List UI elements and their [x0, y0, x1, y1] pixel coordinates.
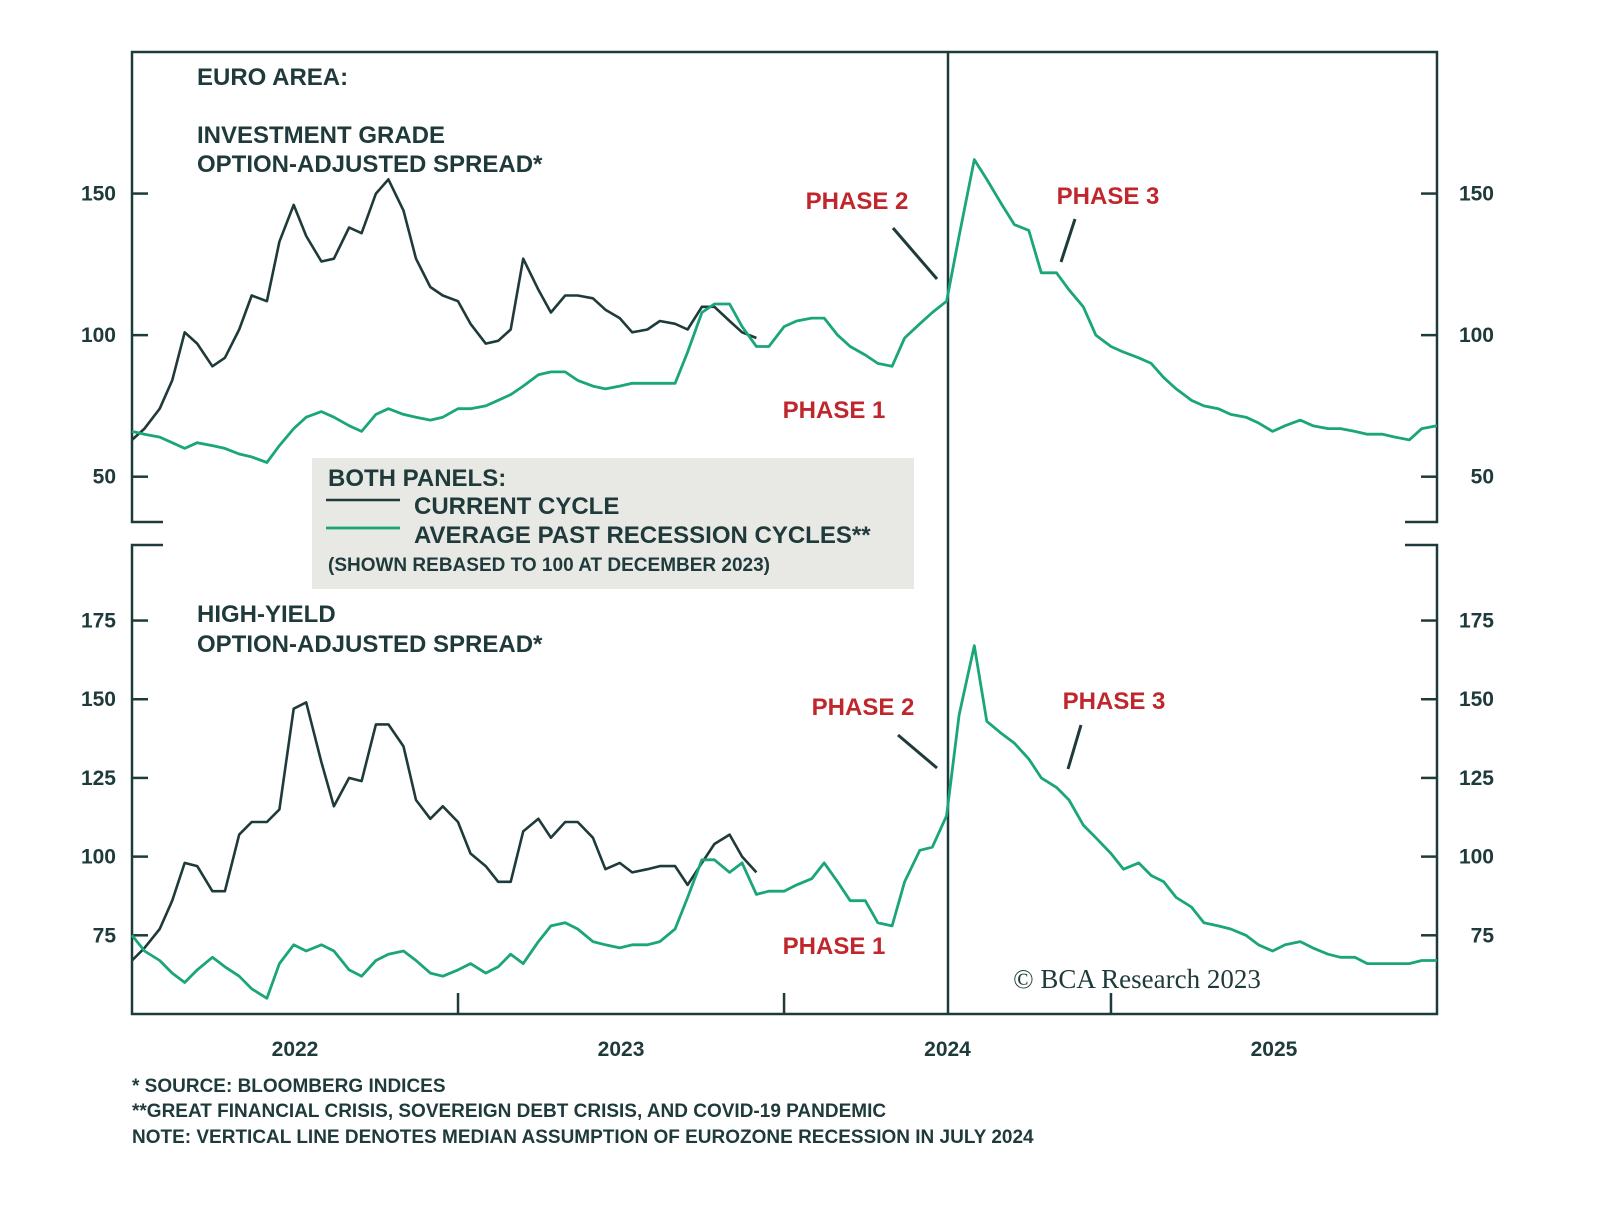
top-phase3-pointer — [1059, 218, 1077, 263]
y-tick-label-right: 150 — [1459, 688, 1494, 711]
current-cycle-line-ig — [131, 178, 757, 441]
x-tick-label: 2025 — [1251, 1038, 1298, 1061]
y-tick-label-right: 50 — [1471, 466, 1494, 489]
y-tick-label-left: 150 — [81, 183, 116, 206]
y-tick-label-right: 150 — [1459, 183, 1494, 206]
bottom-phase1-label: PHASE 1 — [783, 933, 886, 960]
average-cycle-line-ig — [131, 158, 1438, 464]
legend-heading: BOTH PANELS: — [328, 465, 506, 492]
legend-note: (SHOWN REBASED TO 100 AT DECEMBER 2023) — [328, 555, 770, 576]
axis-ticks: 50 50 100 100 150 150 75 75 100 100 125 125 150 150 17… — [81, 183, 1494, 1061]
y-tick-label-right: 75 — [1471, 924, 1495, 947]
average-cycle-line-hy — [130, 644, 1437, 1000]
bottom-panel-title-1: HIGH-YIELD — [197, 601, 336, 628]
legend-background — [312, 458, 914, 589]
top-panel-title-2: OPTION-ADJUSTED SPREAD* — [197, 151, 543, 178]
bca-watermark: © BCA Research 2023 — [1013, 964, 1261, 994]
series-lines — [130, 158, 1438, 1000]
bottom-phase2-pointer — [897, 733, 938, 770]
bottom-phase3-label: PHASE 3 — [1063, 688, 1166, 715]
x-tick-label: 2024 — [924, 1038, 971, 1061]
top-phase3-label: PHASE 3 — [1057, 183, 1160, 210]
x-tick-label: 2023 — [598, 1038, 645, 1061]
top-phase2-label: PHASE 2 — [806, 188, 909, 215]
bottom-phase3-pointer — [1066, 724, 1083, 770]
footnote-note: NOTE: VERTICAL LINE DENOTES MEDIAN ASSUM… — [132, 1127, 1034, 1148]
y-tick-label-right: 175 — [1459, 610, 1494, 633]
legend: BOTH PANELS: CURRENT CYCLE AVERAGE PAST … — [312, 458, 914, 589]
y-tick-label-left: 100 — [81, 324, 116, 347]
y-tick-label-left: 50 — [93, 466, 116, 489]
region-title: EURO AREA: — [197, 64, 348, 91]
bottom-phase2-label: PHASE 2 — [812, 694, 915, 721]
x-tick-label: 2022 — [272, 1038, 319, 1061]
bottom-panel-title-2: OPTION-ADJUSTED SPREAD* — [197, 631, 543, 658]
y-tick-label-left: 150 — [81, 688, 116, 711]
top-phase2-pointer — [891, 227, 939, 280]
top-panel-frame — [130, 50, 1439, 524]
current-cycle-line-hy — [131, 701, 758, 962]
legend-label-current: CURRENT CYCLE — [414, 493, 619, 520]
y-tick-label-right: 100 — [1459, 846, 1494, 869]
y-tick-label-left: 175 — [81, 610, 116, 633]
y-tick-label-right: 125 — [1459, 767, 1494, 790]
footnote-cycles: **GREAT FINANCIAL CRISIS, SOVEREIGN DEBT… — [132, 1101, 886, 1122]
footnote-source: * SOURCE: BLOOMBERG INDICES — [132, 1076, 446, 1097]
y-tick-label-right: 100 — [1459, 324, 1494, 347]
legend-label-average: AVERAGE PAST RECESSION CYCLES** — [414, 522, 871, 549]
top-phase1-label: PHASE 1 — [783, 397, 886, 424]
y-tick-label-left: 125 — [81, 767, 116, 790]
top-panel-title-1: INVESTMENT GRADE — [197, 122, 445, 149]
y-tick-label-left: 75 — [93, 924, 117, 947]
y-tick-label-left: 100 — [81, 846, 116, 869]
